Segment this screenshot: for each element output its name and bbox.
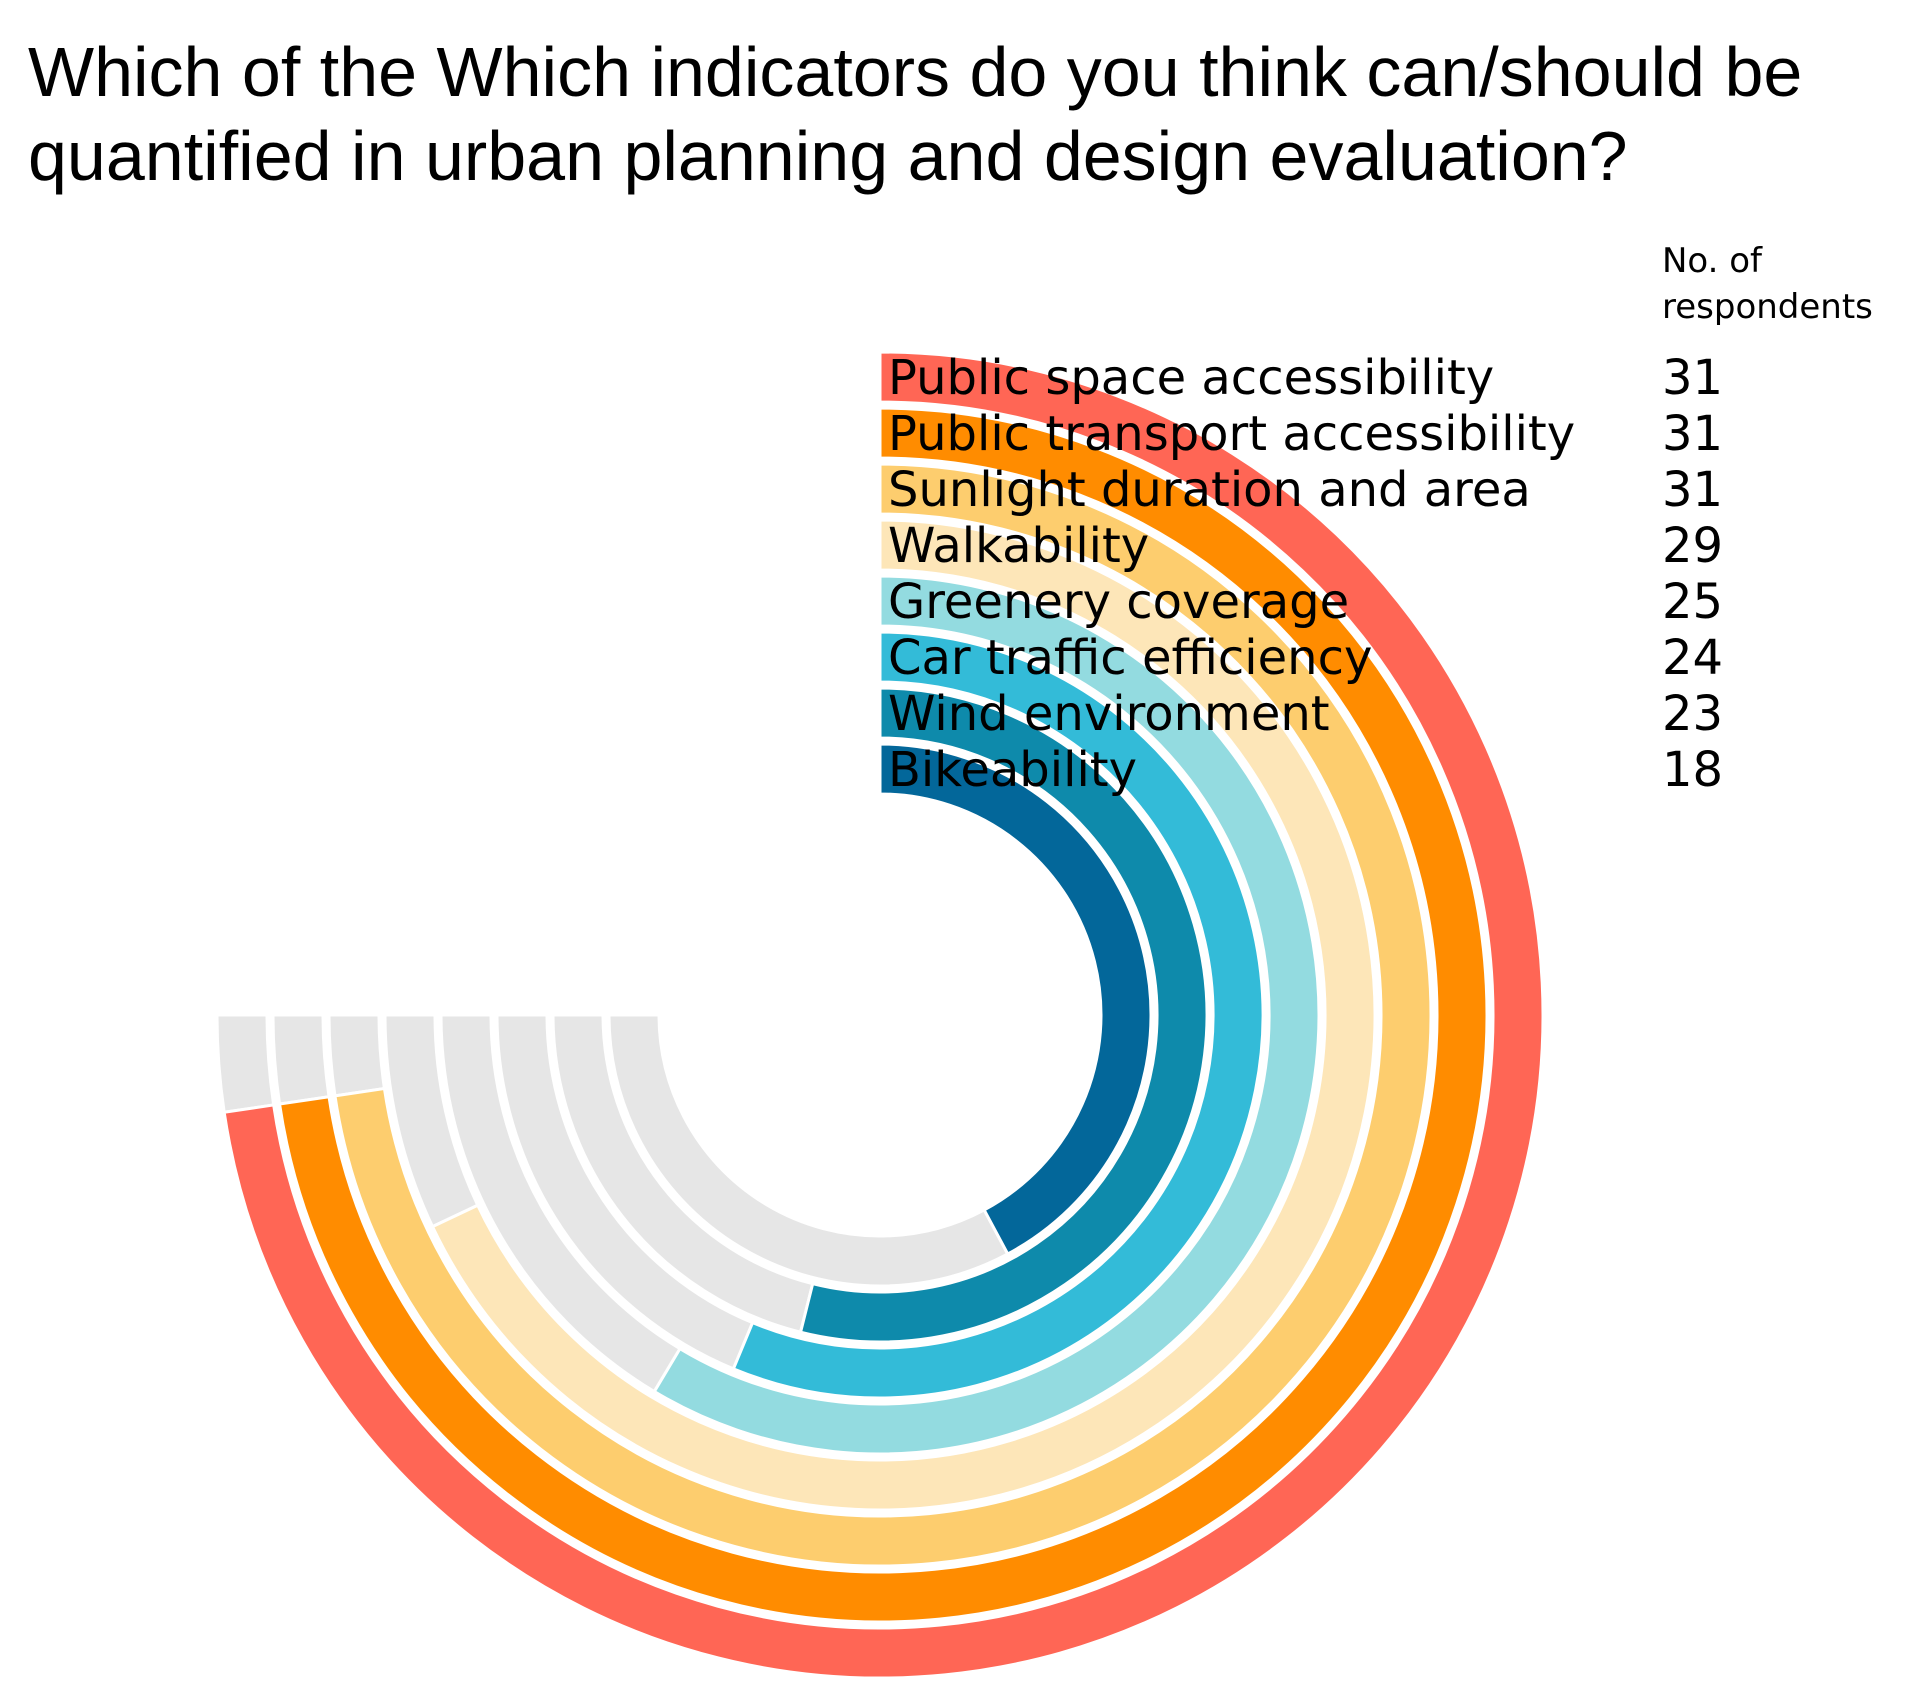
- bar-sunlight-duration-and-area: [333, 462, 1433, 1568]
- value-bikeability: 18: [1662, 742, 1723, 798]
- label-bikeability: Bikeability: [888, 742, 1137, 798]
- track-wind-environment: [551, 1013, 815, 1335]
- bar-car-traffic-efficiency: [731, 630, 1265, 1400]
- label-walkability: Walkability: [888, 518, 1149, 574]
- bar-walkability: [430, 518, 1377, 1512]
- track-bikeability: [607, 1013, 1010, 1288]
- bar-public-transport-accessibility: [277, 406, 1489, 1624]
- value-column-header: No. of respondents: [1662, 241, 1873, 327]
- label-car-traffic-efficiency: Car traffic efficiency: [888, 630, 1372, 686]
- track-car-traffic-efficiency: [495, 1013, 755, 1371]
- bar-greenery-coverage: [652, 574, 1321, 1456]
- label-group: Public space accessibility 31 Public trans…: [888, 350, 1723, 798]
- bar-group: [222, 350, 1545, 1680]
- value-wind-environment: 23: [1662, 686, 1723, 742]
- label-public-transport-accessibility: Public transport accessibility: [888, 406, 1575, 462]
- value-greenery-coverage: 25: [1662, 574, 1723, 630]
- value-walkability: 29: [1662, 518, 1723, 574]
- value-public-transport-accessibility: 31: [1662, 406, 1723, 462]
- bar-wind-environment: [798, 686, 1209, 1344]
- chart-title: Which of the Which indicators do you thi…: [28, 33, 1803, 195]
- bar-public-space-accessibility: [222, 350, 1545, 1680]
- bar-bikeability: [878, 742, 1153, 1257]
- track-group: [215, 1013, 1010, 1394]
- track-sunlight-duration-and-area: [327, 1013, 387, 1098]
- value-public-space-accessibility: 31: [1662, 350, 1723, 406]
- track-greenery-coverage: [439, 1013, 683, 1394]
- track-walkability: [383, 1013, 480, 1229]
- value-sunlight-duration-and-area: 31: [1662, 462, 1723, 518]
- label-wind-environment: Wind environment: [888, 686, 1330, 742]
- track-public-space-accessibility: [215, 1013, 276, 1114]
- track-public-transport-accessibility: [271, 1013, 331, 1106]
- label-greenery-coverage: Greenery coverage: [888, 574, 1349, 630]
- label-sunlight-duration-and-area: Sunlight duration and area: [888, 462, 1531, 518]
- label-public-space-accessibility: Public space accessibility: [888, 350, 1494, 406]
- value-car-traffic-efficiency: 24: [1662, 630, 1723, 686]
